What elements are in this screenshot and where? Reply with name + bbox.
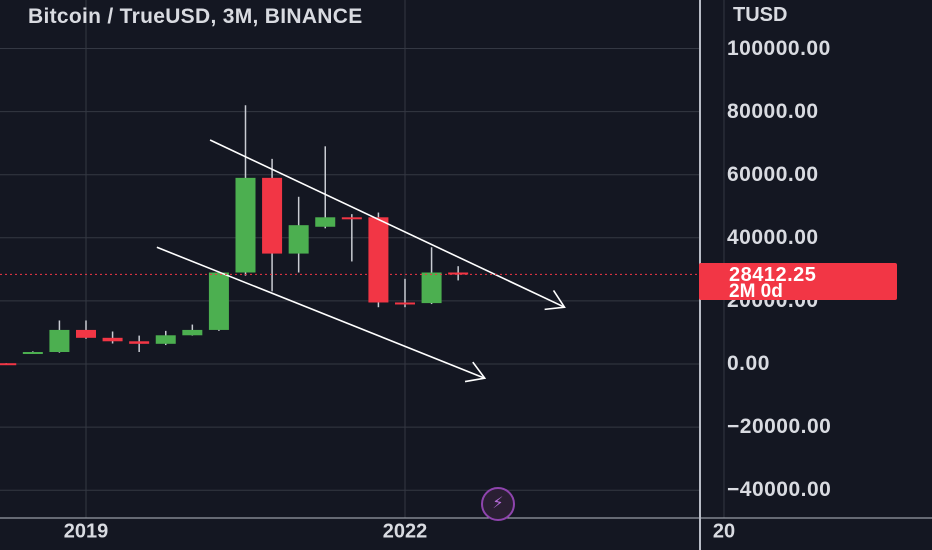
current-price-badge: 28412.25 2M 0d bbox=[699, 263, 897, 302]
candle bbox=[76, 320, 96, 339]
y-tick-label: −40000.00 bbox=[727, 478, 832, 502]
y-tick-label: −20000.00 bbox=[727, 415, 832, 439]
candle bbox=[288, 196, 309, 273]
candle-body bbox=[129, 341, 150, 344]
candle bbox=[182, 324, 203, 336]
candle bbox=[0, 363, 17, 366]
candle-body bbox=[102, 337, 123, 342]
candle bbox=[49, 320, 70, 353]
candle bbox=[129, 335, 150, 353]
arrow-head bbox=[464, 361, 487, 383]
candle bbox=[155, 330, 176, 346]
candle-body bbox=[315, 217, 336, 227]
x-tick-label: 2019 bbox=[63, 520, 109, 543]
x-tick-label: 20 bbox=[712, 520, 736, 543]
current-price-value: 28412.25 bbox=[729, 264, 817, 286]
candle bbox=[208, 272, 229, 331]
candle-body bbox=[76, 329, 96, 338]
candle bbox=[394, 278, 415, 308]
candle-body bbox=[262, 177, 283, 254]
y-tick-label: 80000.00 bbox=[727, 99, 819, 123]
trend-line bbox=[209, 139, 565, 308]
trend-lines[interactable] bbox=[156, 139, 566, 383]
y-tick-label: 60000.00 bbox=[727, 162, 819, 186]
candle bbox=[448, 266, 469, 281]
candle-body bbox=[341, 217, 362, 220]
grid bbox=[0, 0, 725, 518]
candle-body bbox=[49, 329, 70, 353]
candle bbox=[341, 214, 362, 262]
candles bbox=[0, 105, 469, 366]
candle-body bbox=[22, 352, 43, 355]
candle-body bbox=[208, 272, 229, 330]
chart-title: Bitcoin / TrueUSD, 3M, BINANCE bbox=[28, 5, 363, 28]
candle bbox=[315, 146, 336, 229]
candle-body bbox=[155, 335, 176, 344]
y-tick-label: 0.00 bbox=[727, 352, 770, 375]
arrow-head bbox=[544, 290, 566, 311]
candle-body bbox=[448, 272, 469, 275]
candle-body bbox=[182, 329, 203, 336]
candle bbox=[235, 105, 256, 276]
lightning-bolt-icon[interactable]: ⚡ bbox=[481, 487, 515, 521]
x-tick-label: 2022 bbox=[382, 520, 428, 543]
candle-body bbox=[368, 217, 389, 303]
candle-body bbox=[421, 272, 442, 304]
bar-countdown: 2M 0d bbox=[729, 281, 783, 302]
candle-body bbox=[235, 177, 256, 273]
candle bbox=[368, 212, 389, 308]
candle bbox=[262, 158, 283, 292]
candle bbox=[421, 247, 442, 305]
candle-body bbox=[394, 302, 415, 305]
candle bbox=[22, 351, 43, 355]
y-tick-label: 40000.00 bbox=[727, 225, 819, 249]
price-scale-unit: TUSD bbox=[733, 4, 788, 26]
y-tick-label: 100000.00 bbox=[727, 36, 831, 60]
candle-body bbox=[0, 363, 17, 366]
trend-line bbox=[156, 246, 486, 379]
candle bbox=[102, 331, 123, 344]
candle-body bbox=[288, 225, 309, 254]
